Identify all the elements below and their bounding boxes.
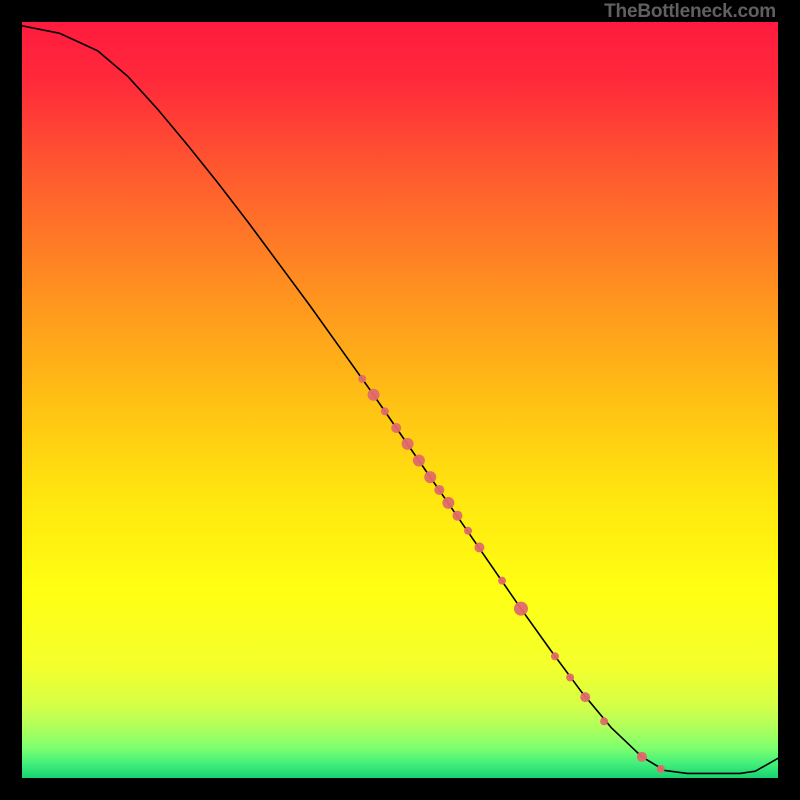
watermark-text: TheBottleneck.com	[604, 1, 776, 23]
marker-point	[600, 717, 608, 725]
marker-point	[637, 752, 647, 762]
marker-point	[498, 577, 506, 585]
chart-container: TheBottleneck.com	[0, 0, 800, 800]
chart-background	[22, 22, 778, 778]
marker-point	[580, 692, 590, 702]
marker-point	[551, 652, 559, 660]
marker-point	[402, 438, 414, 450]
marker-point	[424, 471, 436, 483]
marker-point	[442, 497, 454, 509]
marker-point	[657, 765, 665, 773]
marker-point	[413, 454, 425, 466]
gradient-line-chart	[22, 22, 778, 778]
marker-point	[464, 527, 472, 535]
marker-point	[452, 511, 462, 521]
marker-point	[474, 542, 484, 552]
marker-point	[566, 673, 574, 681]
marker-point	[358, 375, 366, 383]
marker-point	[368, 389, 380, 401]
marker-point	[381, 407, 389, 415]
marker-point	[434, 485, 444, 495]
marker-point	[514, 602, 528, 616]
marker-point	[391, 423, 401, 433]
